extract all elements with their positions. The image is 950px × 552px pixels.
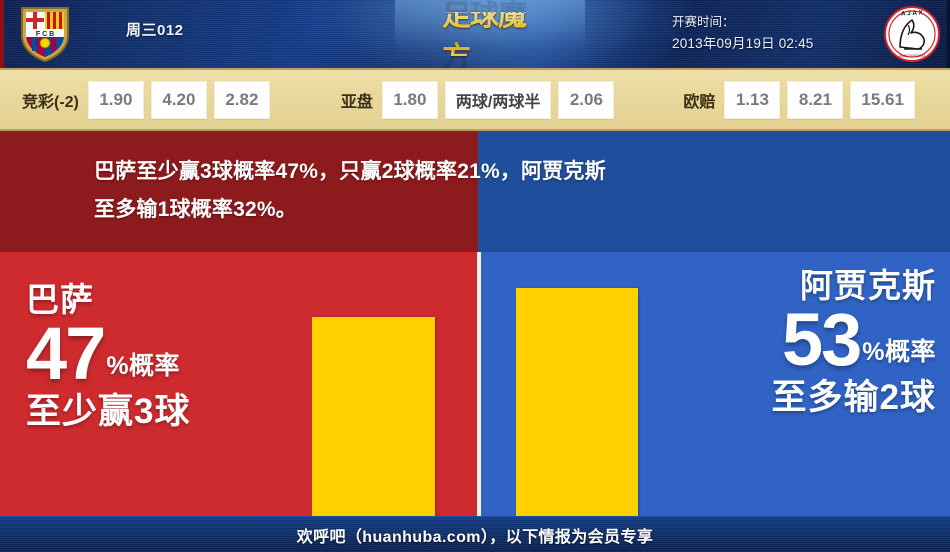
kickoff-time: 2013年09月19日 02:45 — [672, 36, 814, 51]
home-probability-bar — [312, 317, 435, 516]
odds-group-jingcai: 竞彩(-2) 1.90 4.20 2.82 — [22, 80, 277, 119]
home-team-name: 巴萨 — [26, 281, 94, 318]
statement-band: 巴萨至少赢3球概率47%，只赢2球概率21%，阿贾克斯 至多输1球概率32%。 — [0, 131, 950, 252]
home-outcome-label: 至少赢3球 — [26, 392, 191, 432]
footer-text[interactable]: 欢呼吧（huanhuba.com），以下情报为会员专享 — [296, 529, 654, 546]
away-probability-suffix: %概率 — [862, 338, 936, 367]
odds-value-home[interactable]: 1.90 — [87, 80, 144, 119]
panel-divider — [477, 252, 481, 516]
statement-text: 巴萨至少赢3球概率47%，只赢2球概率21%，阿贾克斯 至多输1球概率32%。 — [94, 153, 884, 229]
european-odds-draw[interactable]: 8.21 — [787, 80, 844, 119]
header-right-edge — [947, 0, 950, 68]
site-logo[interactable]: 足球魔方 — [442, 0, 552, 68]
asian-odds-away[interactable]: 2.06 — [558, 80, 615, 119]
statement-band-away-half — [478, 131, 950, 252]
odds-group-european: 欧赔 1.13 8.21 15.61 — [683, 80, 922, 119]
european-odds-home[interactable]: 1.13 — [724, 80, 781, 119]
asian-odds-home[interactable]: 1.80 — [381, 80, 438, 119]
home-probability-value: 47 — [26, 312, 106, 395]
svg-text:AMSTERDAM: AMSTERDAM — [899, 53, 925, 58]
odds-group-asian: 亚盘 1.80 两球/两球半 2.06 — [340, 80, 621, 119]
svg-text:F C B: F C B — [36, 31, 54, 38]
away-probability-row: 53 %概率 — [636, 298, 936, 381]
fc-barcelona-crest-icon: F C B — [21, 7, 69, 63]
header-left-edge — [0, 0, 4, 68]
home-panel: 巴萨 47 %概率 至少赢3球 — [0, 252, 477, 516]
kickoff-label: 开赛时间： — [672, 15, 735, 29]
header-bar: F C B 周三012 足球魔方 开赛时间： 2013年09月19日 02:45… — [0, 0, 950, 68]
svg-text:A J A X: A J A X — [901, 9, 924, 17]
asian-handicap-line[interactable]: 两球/两球半 — [444, 80, 552, 119]
statement-line-2: 至多输1球概率32%。 — [94, 198, 297, 221]
header-light-burst — [395, 0, 585, 68]
statement-band-home-half — [0, 131, 478, 252]
home-probability-suffix: %概率 — [106, 352, 181, 381]
odds-value-away[interactable]: 2.82 — [213, 80, 270, 119]
odds-group-label: 亚盘 — [340, 93, 373, 111]
away-team-name: 阿贾克斯 — [800, 267, 936, 304]
odds-group-label: 欧赔 — [683, 93, 716, 111]
odds-value-draw[interactable]: 4.20 — [150, 80, 207, 119]
away-probability-bar — [516, 288, 638, 516]
away-outcome-label: 至多输2球 — [771, 378, 936, 418]
footer-bar: 欢呼吧（huanhuba.com），以下情报为会员专享 — [0, 516, 950, 552]
ajax-crest-icon: A J A X AMSTERDAM — [884, 6, 940, 62]
odds-group-label: 竞彩(-2) — [22, 93, 79, 111]
away-panel: 阿贾克斯 53 %概率 至多输2球 — [481, 252, 950, 516]
odds-bar: 竞彩(-2) 1.90 4.20 2.82 亚盘 1.80 两球/两球半 2.0… — [0, 68, 950, 131]
kickoff-block: 开赛时间： 2013年09月19日 02:45 — [672, 12, 872, 54]
away-stats: 阿贾克斯 53 %概率 至多输2球 — [636, 266, 936, 420]
probability-chart: 巴萨 47 %概率 至少赢3球 阿贾克斯 53 %概率 至多输2球 — [0, 252, 950, 516]
european-odds-away[interactable]: 15.61 — [850, 80, 915, 119]
away-probability-value: 53 — [781, 298, 862, 381]
statement-line-1: 巴萨至少赢3球概率47%，只赢2球概率21%，阿贾克斯 — [94, 160, 606, 183]
home-stats: 巴萨 47 %概率 至少赢3球 — [26, 280, 296, 434]
home-probability-row: 47 %概率 — [26, 312, 296, 395]
round-label: 周三012 — [126, 22, 184, 39]
